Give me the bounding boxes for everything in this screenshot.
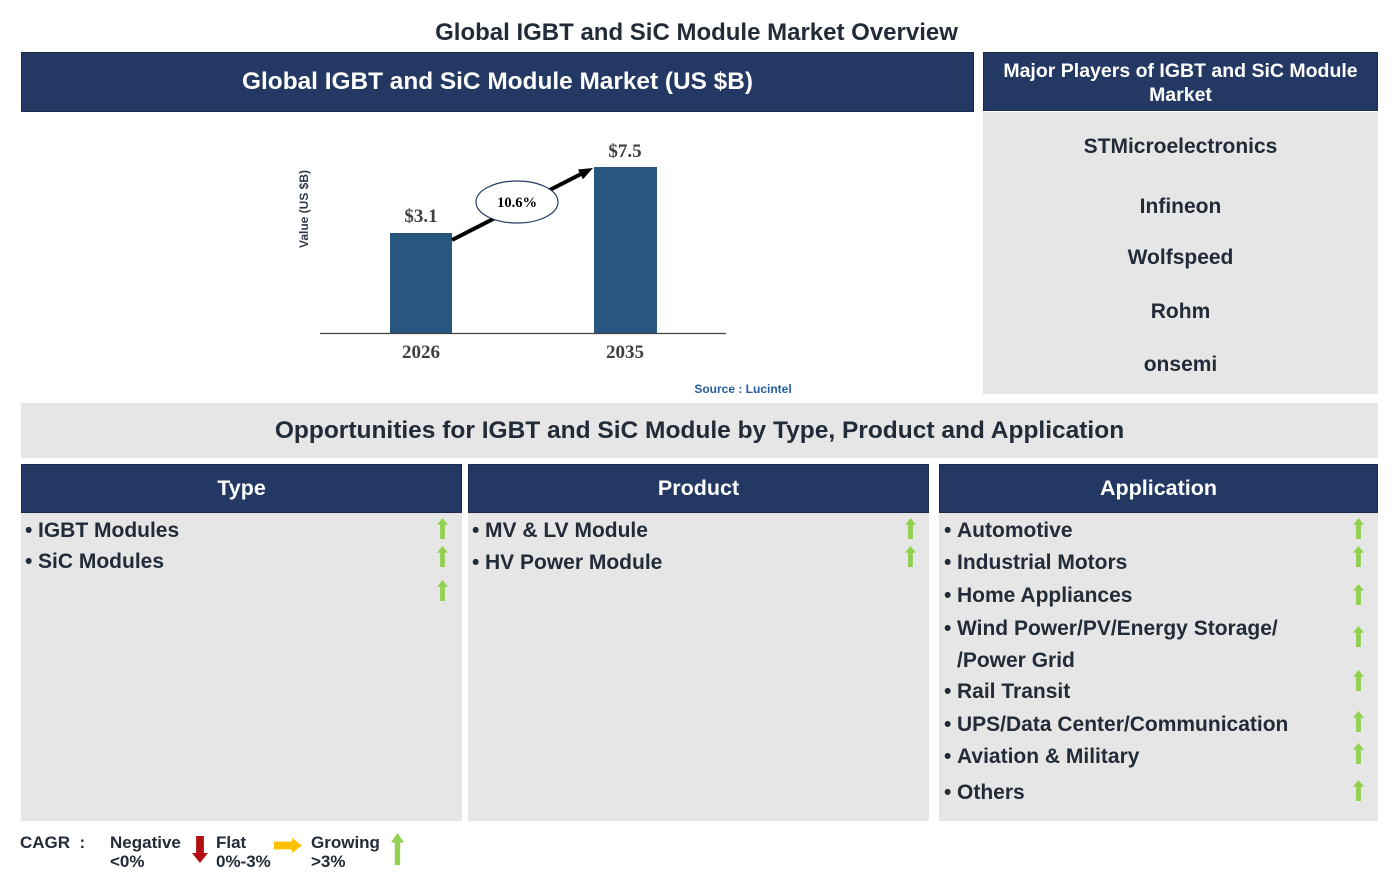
svg-text:10.6%: 10.6%	[497, 195, 537, 211]
svg-text:2026: 2026	[402, 342, 440, 363]
svg-text:2035: 2035	[606, 342, 644, 363]
svg-text:Value (US $B): Value (US $B)	[297, 170, 311, 248]
svg-text:$3.1: $3.1	[404, 206, 437, 227]
svg-text:$7.5: $7.5	[608, 141, 641, 162]
